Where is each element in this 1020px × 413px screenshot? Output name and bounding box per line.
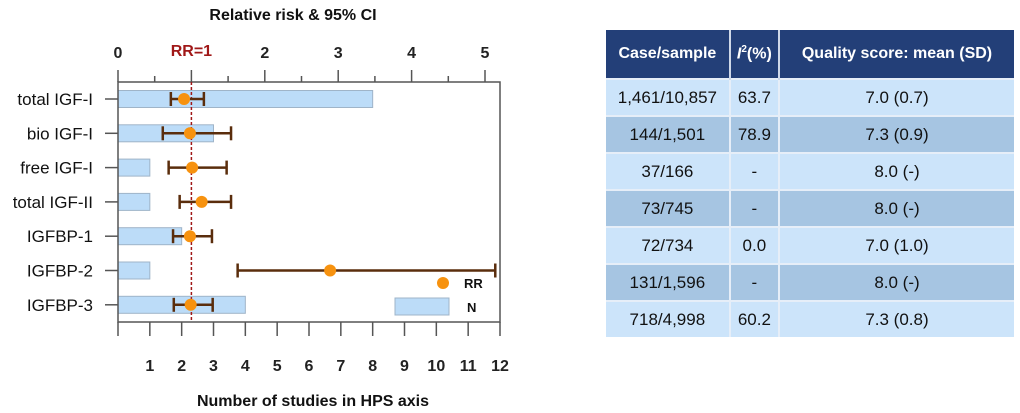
cell-i2: -	[729, 263, 780, 301]
cell-i2: 60.2	[729, 300, 780, 337]
table-row: 37/166-8.0 (-)	[606, 152, 1014, 190]
table-header-row: Case/sample I2(%) Quality score: mean (S…	[606, 30, 1014, 79]
legend-n-marker	[394, 297, 450, 316]
table-row: 72/734 0.0 7.0 (1.0)	[606, 226, 1014, 264]
category-label: bio IGF-I	[27, 124, 93, 143]
cell-quality: 8.0 (-)	[778, 152, 1014, 190]
chart-title: Relative risk & 95% CI	[209, 7, 376, 24]
rr-point	[183, 230, 196, 243]
rr-point	[183, 127, 196, 140]
category-label: IGFBP-3	[27, 296, 93, 315]
legend-rr-marker	[437, 277, 449, 289]
bottom-tick-label: 10	[427, 358, 445, 375]
rr-point	[178, 93, 191, 105]
legend-rr-label: RR	[464, 276, 483, 291]
cell-case-sample: 1,461/10,857	[606, 78, 731, 116]
table-row: 1,461/10,857 63.7 7.0 (0.7)	[606, 78, 1014, 116]
category-label: total IGF-I	[17, 90, 93, 109]
cell-i2: 63.7	[729, 78, 780, 116]
bottom-tick-label: 9	[400, 358, 409, 375]
category-label: IGFBP-2	[27, 262, 93, 281]
cell-i2: -	[729, 152, 780, 190]
top-tick-label: 4	[407, 45, 416, 62]
study-table: Case/sample I2(%) Quality score: mean (S…	[606, 30, 1014, 337]
cell-case-sample: 72/734	[606, 226, 731, 264]
top-tick-label: 3	[334, 45, 343, 62]
bar-n	[117, 158, 151, 177]
rr-point	[184, 298, 197, 311]
cell-quality: 8.0 (-)	[778, 263, 1014, 301]
bar-n	[117, 90, 374, 108]
bottom-tick-label: 8	[368, 358, 377, 375]
bottom-tick-label: 4	[241, 358, 250, 375]
bottom-tick-label: 11	[460, 358, 477, 375]
bottom-tick-label: 2	[177, 358, 186, 375]
bottom-tick-label: 1	[145, 358, 154, 375]
cell-quality: 7.0 (1.0)	[778, 226, 1014, 264]
header-case-sample: Case/sample	[606, 30, 731, 79]
top-tick-label: 2	[260, 45, 269, 62]
rr-point	[186, 161, 199, 174]
top-tick-label: 5	[481, 45, 490, 62]
top-tick-label: 0	[114, 45, 123, 62]
cell-quality: 7.0 (0.7)	[778, 78, 1014, 116]
cell-i2: 78.9	[729, 115, 780, 153]
table-row: 73/745-8.0 (-)	[606, 189, 1014, 227]
table-row: 718/4,998 60.2 7.3 (0.8)	[606, 300, 1014, 337]
cell-case-sample: 37/166	[606, 152, 731, 190]
cell-i2: 0.0	[729, 226, 780, 264]
legend-n-label: N	[467, 300, 476, 315]
table-row: 144/1,501 78.9 7.3 (0.9)	[606, 115, 1014, 153]
cell-case-sample: 144/1,501	[606, 115, 731, 153]
bottom-tick-label: 3	[209, 358, 218, 375]
bar-n	[117, 261, 151, 280]
header-quality-score: Quality score: mean (SD)	[778, 30, 1014, 79]
rr-point	[195, 195, 208, 208]
cell-i2: -	[729, 189, 780, 227]
cell-case-sample: 131/1,596	[606, 263, 731, 301]
rr-point	[324, 264, 337, 277]
cell-quality: 8.0 (-)	[778, 189, 1014, 227]
category-label: IGFBP-1	[27, 227, 93, 246]
bottom-tick-label: 5	[273, 358, 282, 375]
table-row: 131/1,596-8.0 (-)	[606, 263, 1014, 301]
cell-quality: 7.3 (0.9)	[778, 115, 1014, 153]
bottom-tick-label: 6	[305, 358, 314, 375]
cell-quality: 7.3 (0.8)	[778, 300, 1014, 337]
category-label: free IGF-I	[20, 159, 93, 178]
x-axis-label: Number of studies in HPS axis	[197, 393, 429, 410]
reference-label: RR=1	[171, 43, 212, 60]
cell-case-sample: 718/4,998	[606, 300, 731, 337]
bottom-tick-label: 7	[336, 358, 345, 375]
header-i2: I2(%)	[729, 30, 780, 79]
bottom-tick-label: 12	[491, 358, 509, 375]
category-label: total IGF-II	[13, 193, 93, 212]
cell-case-sample: 73/745	[606, 189, 731, 227]
bar-n	[117, 192, 151, 211]
